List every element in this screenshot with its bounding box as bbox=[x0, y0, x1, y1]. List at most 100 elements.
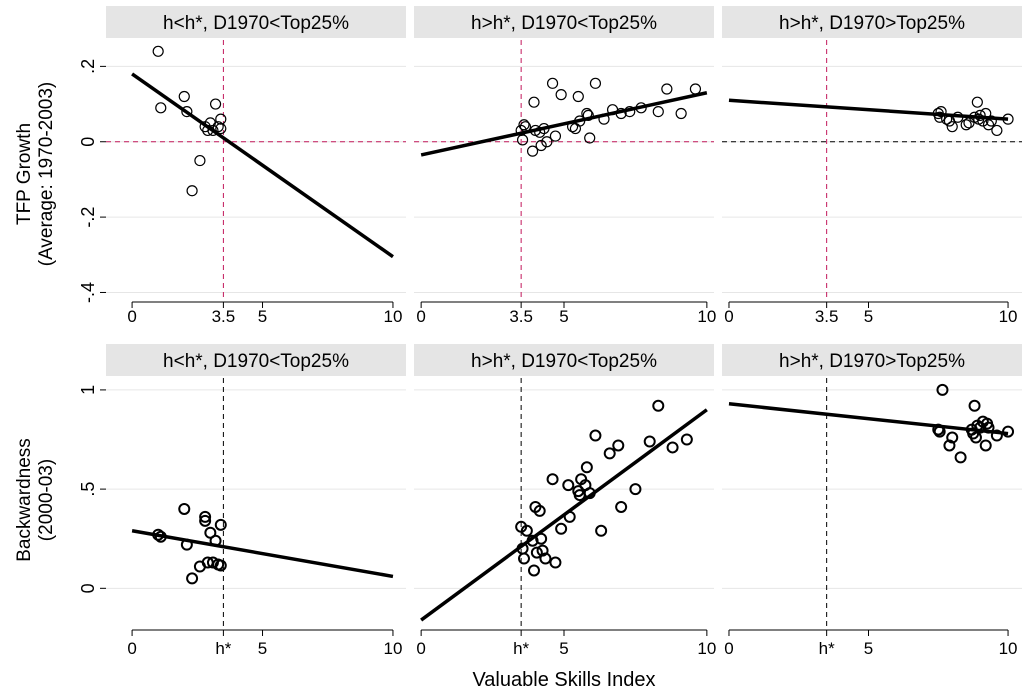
data-point bbox=[652, 105, 664, 118]
panel-title-strip bbox=[414, 344, 714, 376]
data-point bbox=[661, 83, 673, 95]
data-point bbox=[598, 113, 610, 125]
data-point bbox=[214, 518, 227, 531]
data-point bbox=[194, 154, 206, 167]
data-point bbox=[181, 105, 193, 118]
panel-title: h>h*, D1970<Top25% bbox=[471, 351, 657, 372]
data-point bbox=[215, 122, 227, 135]
y-tick-label: -.4 bbox=[78, 282, 98, 303]
panel-1: h<h*, D1970<Top25% .2 0 -.2 -.4 0 3.5 5 10 bbox=[78, 6, 406, 326]
panel-title-strip bbox=[106, 6, 406, 38]
data-point bbox=[680, 433, 693, 446]
data-point bbox=[526, 145, 539, 157]
data-point bbox=[535, 139, 547, 152]
data-point bbox=[546, 473, 559, 486]
data-point bbox=[615, 500, 628, 513]
x-tick-label: 5 bbox=[559, 307, 568, 326]
data-point bbox=[979, 439, 992, 452]
data-point bbox=[952, 111, 964, 123]
x-tick-label: 3.5 bbox=[212, 307, 236, 326]
panel-title-strip bbox=[722, 6, 1022, 38]
data-point bbox=[589, 429, 602, 442]
y-tick-label: -.2 bbox=[78, 207, 98, 228]
panel-title: h>h*, D1970<Top25% bbox=[471, 13, 657, 34]
data-point bbox=[538, 122, 550, 135]
data-point bbox=[974, 109, 986, 121]
x-tick-label: 5 bbox=[864, 639, 873, 658]
data-point bbox=[652, 399, 665, 412]
data-point bbox=[526, 534, 539, 547]
data-point bbox=[584, 132, 596, 144]
data-point bbox=[954, 451, 967, 464]
data-point bbox=[968, 399, 981, 412]
x-tick-label: 0 bbox=[724, 307, 733, 326]
data-point bbox=[982, 421, 995, 434]
x-tick-label: 0 bbox=[724, 639, 733, 658]
fit-line bbox=[420, 408, 708, 622]
data-point bbox=[990, 429, 1003, 442]
data-point bbox=[612, 439, 625, 452]
panel-title: h>h*, D1970>Top25% bbox=[779, 351, 965, 372]
y-tick-label: 0 bbox=[78, 583, 98, 593]
x-tick-label: 0 bbox=[416, 307, 425, 326]
data-point bbox=[643, 435, 656, 448]
data-point bbox=[549, 556, 562, 569]
x-tick-label: h* bbox=[819, 639, 835, 658]
y-axis-label-top: TFP Growth bbox=[14, 123, 35, 225]
panel-title-strip bbox=[106, 344, 406, 376]
data-point bbox=[933, 425, 946, 438]
data-point bbox=[936, 383, 949, 396]
data-point bbox=[932, 423, 945, 436]
panel-title: h<h*, D1970<Top25% bbox=[163, 351, 349, 372]
y-axis-label-top-line-2: (Average: 1970-2003) bbox=[36, 82, 57, 267]
data-point bbox=[541, 136, 553, 148]
data-point bbox=[152, 45, 164, 57]
x-tick-label: 10 bbox=[999, 639, 1018, 658]
data-point bbox=[199, 514, 212, 527]
data-point bbox=[595, 524, 608, 537]
data-point bbox=[555, 522, 568, 535]
data-point bbox=[178, 90, 190, 103]
data-point bbox=[530, 546, 543, 559]
data-point bbox=[946, 121, 958, 133]
data-point bbox=[563, 510, 576, 523]
data-point bbox=[635, 102, 647, 114]
data-point bbox=[209, 534, 222, 547]
y-tick-label: .2 bbox=[78, 59, 98, 74]
panel-3: h>h*, D1970>Top25% 0 3.5 5 10 bbox=[722, 6, 1022, 326]
panels-group: h<h*, D1970<Top25%.20-.2-.40 3.5 5 10h>h*, … bbox=[78, 6, 1022, 658]
data-point bbox=[603, 447, 616, 460]
y-tick-label: 1 bbox=[78, 385, 98, 395]
data-point bbox=[528, 564, 540, 577]
data-point bbox=[624, 105, 636, 118]
data-point bbox=[528, 96, 540, 108]
data-point bbox=[675, 107, 687, 120]
data-point bbox=[982, 119, 995, 131]
data-point bbox=[206, 556, 219, 569]
data-point bbox=[154, 530, 167, 543]
x-tick-label: 5 bbox=[559, 639, 568, 658]
data-point bbox=[941, 113, 953, 125]
data-point bbox=[518, 552, 530, 565]
y-tick-label: .5 bbox=[78, 482, 98, 497]
y-axis-label-top-sub: (Average: 1970-2003) bbox=[36, 82, 57, 267]
panel-title: h>h*, D1970>Top25% bbox=[779, 13, 965, 34]
y-axis-label-bottom-line-2: (2000-03) bbox=[36, 459, 57, 541]
fit-line bbox=[728, 402, 1009, 436]
x-tick-label: 10 bbox=[697, 307, 716, 326]
fit-line bbox=[131, 72, 394, 259]
x-tick-label: h* bbox=[513, 639, 529, 658]
data-point bbox=[518, 119, 530, 131]
data-point bbox=[969, 431, 982, 444]
data-point bbox=[583, 487, 596, 500]
data-point bbox=[549, 130, 562, 142]
data-point bbox=[209, 98, 222, 110]
data-point bbox=[980, 107, 992, 120]
x-axis-label: Valuable Skills Index bbox=[472, 669, 655, 691]
data-point bbox=[1002, 425, 1015, 438]
y-axis-label-top-line-1: TFP Growth bbox=[14, 123, 35, 225]
data-point bbox=[178, 502, 191, 515]
y-axis-label-bottom-line-1: Backwardness bbox=[14, 438, 35, 562]
